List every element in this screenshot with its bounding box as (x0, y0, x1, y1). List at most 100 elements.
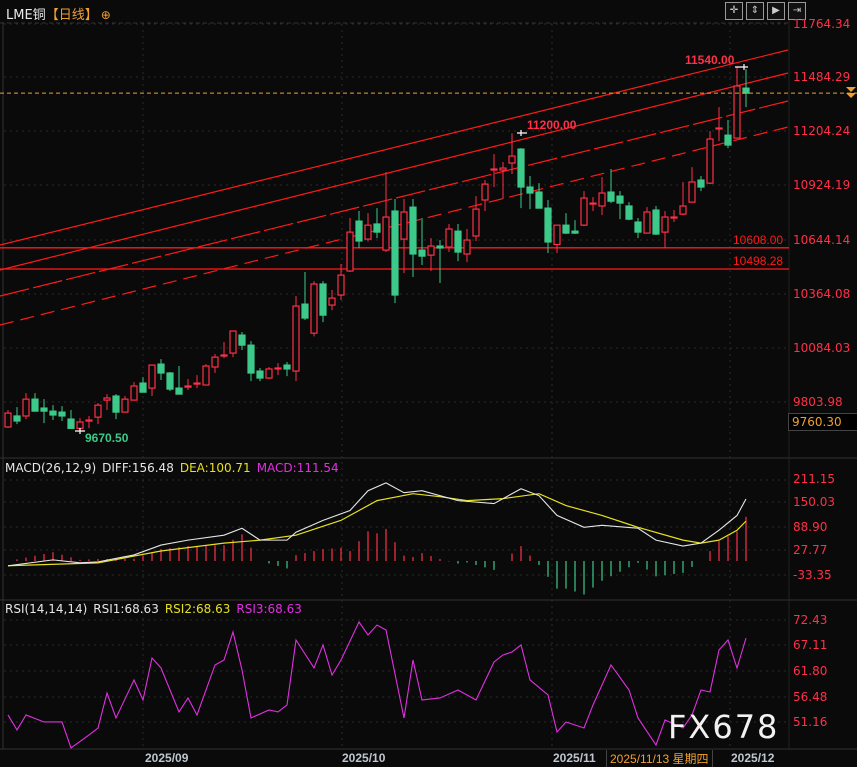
date-tick: 2025/12 (731, 751, 775, 765)
candle (625, 202, 633, 221)
candle-body (607, 191, 615, 202)
candle (247, 341, 255, 382)
candle-body (616, 195, 624, 204)
candle (445, 223, 453, 253)
candle-body (715, 127, 723, 130)
circle-plus-icon[interactable]: ⊕ (100, 8, 111, 22)
candle-body (292, 305, 300, 372)
candle-body (364, 224, 372, 240)
candle (535, 183, 543, 209)
candle (220, 342, 228, 359)
candle-body (40, 407, 48, 412)
fit-vertical-icon[interactable]: ⇕ (746, 2, 764, 20)
candle-body (148, 364, 156, 389)
candle (472, 196, 480, 242)
candle-body (319, 283, 327, 316)
candle-body (625, 205, 633, 220)
play-range-icon[interactable]: ▶ (767, 2, 785, 20)
crosshair-icon[interactable]: ✛ (725, 2, 743, 20)
level-label: 10498.28 (733, 254, 784, 268)
low-marker-icon (75, 428, 85, 434)
candle (292, 295, 300, 382)
macd-tick: 211.15 (793, 472, 835, 486)
candle (499, 162, 507, 200)
candles (4, 67, 750, 430)
rsi-line (7, 620, 747, 749)
candle-body (427, 245, 435, 256)
high-marker-icon (517, 130, 527, 136)
candle (139, 377, 147, 393)
candle (355, 211, 363, 248)
candle-body (382, 216, 390, 251)
candle-body (220, 354, 228, 357)
candle-body (193, 382, 201, 385)
macd-value: MACD:111.54 (256, 461, 339, 475)
candle (94, 403, 102, 425)
candle (31, 393, 39, 412)
scroll-right-icon[interactable]: ⇥ (788, 2, 806, 20)
rsi3-value: RSI3:68.63 (236, 602, 302, 616)
candle (85, 415, 93, 429)
watermark-logo: FX678 (668, 708, 780, 746)
candle (697, 175, 705, 192)
candle (337, 264, 345, 301)
trendline-upper[interactable] (0, 49, 789, 246)
symbol-name: LME铜 (6, 8, 46, 23)
candle-body (256, 370, 264, 379)
candle-body (4, 412, 12, 428)
candle-body (85, 419, 93, 422)
candle-body (508, 155, 516, 164)
candle (409, 199, 417, 278)
candle-body (130, 385, 138, 401)
candle (4, 409, 12, 428)
candle-body (589, 202, 597, 205)
rsi-tick: 67.11 (793, 638, 828, 652)
candle (265, 367, 273, 380)
candle-body (229, 330, 237, 354)
period-label[interactable]: 【日线】 (45, 8, 98, 23)
candle-body (643, 211, 651, 234)
candle-body (373, 223, 381, 233)
candle (229, 330, 237, 358)
candle (382, 172, 390, 253)
candle (157, 359, 165, 380)
candle-body (355, 220, 363, 242)
candle (454, 223, 462, 262)
candle-body (679, 205, 687, 215)
candle (670, 210, 678, 223)
dea-line (7, 493, 747, 567)
candle-body (76, 421, 84, 429)
candle (274, 363, 282, 376)
candle (643, 207, 651, 234)
candle-body (49, 410, 57, 416)
high-marker-icon (735, 64, 748, 70)
high-label: 11540.00 (685, 53, 735, 67)
candle-body (634, 221, 642, 233)
candle (166, 372, 174, 392)
trendline-2[interactable] (0, 72, 789, 271)
candle-body (598, 192, 606, 207)
rsi-legend: RSI(14,14,14) RSI1:68.63 RSI2:68.63 RSI3:68… (5, 602, 308, 616)
date-tick: 2025/11 (553, 751, 596, 765)
candle (661, 211, 669, 248)
candle-body (22, 398, 30, 417)
candle-body (301, 303, 309, 319)
macd-tick: 150.03 (793, 495, 835, 509)
price-tick: 10084.03 (793, 341, 851, 355)
candle (427, 238, 435, 272)
candle (679, 181, 687, 216)
candle (715, 107, 723, 142)
candle-body (571, 230, 579, 234)
candle-body (490, 168, 498, 171)
diff-line (7, 482, 747, 567)
candle-body (697, 179, 705, 188)
chart-title: LME铜【日线】 ⊕ (6, 4, 111, 23)
rsi1-value: RSI1:68.63 (93, 602, 159, 616)
rsi-tick: 56.48 (793, 690, 828, 704)
candle-body (544, 207, 552, 243)
candle (562, 213, 570, 235)
candle-body (265, 368, 273, 379)
candle-body (670, 216, 678, 219)
candle (589, 197, 597, 212)
